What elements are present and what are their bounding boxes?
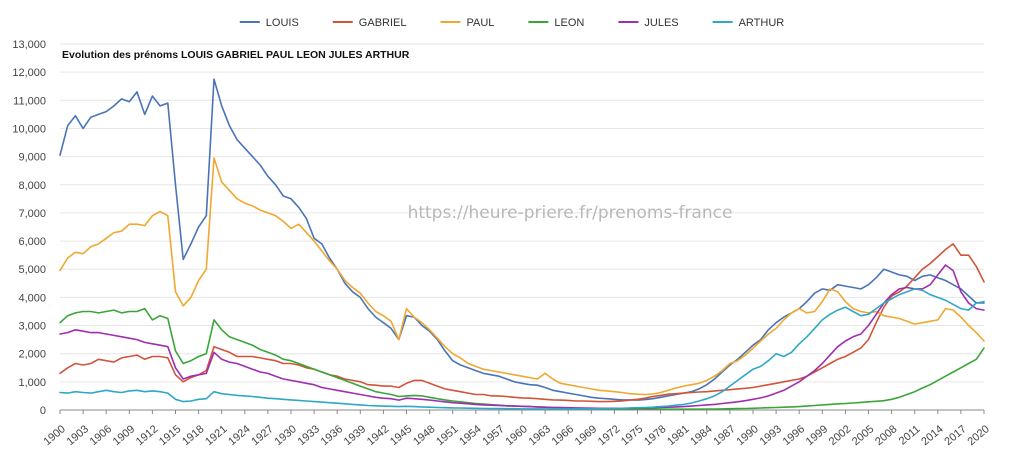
y-tick-label: 5,000 bbox=[18, 264, 46, 276]
legend: LOUIS GABRIEL PAUL LEON JULES ARTHUR bbox=[239, 17, 785, 29]
x-tick-label: 1906 bbox=[88, 423, 114, 448]
x-tick-label: 1978 bbox=[642, 423, 668, 448]
x-tick-label: 1996 bbox=[781, 423, 807, 448]
x-tick-label: 2011 bbox=[897, 423, 923, 447]
legend-item-paul[interactable]: PAUL bbox=[440, 17, 495, 29]
legend-item-jules[interactable]: JULES bbox=[618, 17, 679, 29]
x-tick-label: 1930 bbox=[272, 423, 298, 448]
x-tick-label: 1975 bbox=[619, 423, 645, 448]
chart-title: Evolution des prénoms LOUIS GABRIEL PAUL… bbox=[62, 49, 410, 61]
series-lines bbox=[59, 78, 985, 410]
x-tick-label: 1963 bbox=[527, 423, 553, 448]
x-tick-label: 2005 bbox=[850, 423, 876, 448]
grid bbox=[60, 43, 984, 411]
y-tick-label: 9,000 bbox=[18, 152, 46, 164]
legend-item-arthur[interactable]: ARTHUR bbox=[712, 17, 785, 29]
x-tick-label: 1969 bbox=[573, 423, 599, 448]
legend-label: JULES bbox=[644, 17, 678, 29]
x-axis: 1900190319061909191219151918192119241927… bbox=[41, 410, 992, 448]
legend-item-louis[interactable]: LOUIS bbox=[239, 17, 299, 29]
y-tick-label: 3,000 bbox=[18, 321, 46, 333]
x-tick-label: 1993 bbox=[758, 423, 784, 448]
x-tick-label: 1909 bbox=[111, 423, 137, 448]
x-tick-label: 1927 bbox=[249, 423, 275, 448]
legend-label: GABRIEL bbox=[359, 17, 407, 29]
x-tick-label: 2020 bbox=[965, 423, 991, 448]
y-tick-label: 10,000 bbox=[12, 123, 46, 135]
y-tick-label: 1,000 bbox=[18, 377, 46, 389]
x-tick-label: 1912 bbox=[134, 423, 160, 448]
x-tick-label: 2017 bbox=[942, 423, 968, 448]
y-tick-label: 11,000 bbox=[13, 95, 46, 107]
x-tick-label: 1921 bbox=[203, 423, 229, 448]
legend-label: LEON bbox=[554, 17, 584, 29]
x-tick-label: 1915 bbox=[157, 423, 183, 448]
x-tick-label: 1981 bbox=[665, 423, 691, 448]
x-tick-label: 1957 bbox=[480, 423, 506, 448]
x-tick-label: 1924 bbox=[226, 423, 252, 448]
x-tick-label: 1984 bbox=[688, 423, 714, 448]
series-line-arthur bbox=[59, 288, 985, 410]
y-tick-label: 2,000 bbox=[18, 349, 46, 361]
series-line-louis bbox=[59, 78, 985, 401]
x-tick-label: 1903 bbox=[65, 423, 91, 448]
y-tick-label: 7,000 bbox=[18, 208, 46, 220]
series-line-paul bbox=[59, 157, 985, 396]
y-tick-label: 4,000 bbox=[18, 292, 46, 304]
legend-label: ARTHUR bbox=[739, 17, 785, 29]
series-line-gabriel bbox=[59, 243, 985, 403]
watermark-text: https://heure-priere.fr/prenoms-france bbox=[408, 203, 733, 223]
x-tick-label: 1939 bbox=[342, 423, 368, 448]
x-tick-label: 1951 bbox=[434, 423, 460, 448]
x-tick-label: 2008 bbox=[873, 423, 899, 448]
x-tick-label: 1945 bbox=[388, 423, 414, 448]
x-tick-label: 1933 bbox=[296, 423, 322, 448]
y-tick-label: 0 bbox=[40, 405, 46, 417]
x-tick-label: 1954 bbox=[457, 423, 483, 448]
x-tick-label: 1918 bbox=[180, 423, 206, 448]
x-tick-label: 1936 bbox=[319, 423, 345, 448]
x-tick-label: 1966 bbox=[550, 423, 576, 448]
x-tick-label: 1900 bbox=[41, 423, 67, 448]
x-tick-label: 2002 bbox=[827, 423, 853, 448]
y-tick-label: 12,000 bbox=[12, 67, 46, 79]
x-tick-label: 1999 bbox=[804, 423, 830, 448]
series-line-leon bbox=[59, 307, 985, 410]
y-tick-label: 8,000 bbox=[18, 180, 46, 192]
x-tick-label: 1990 bbox=[734, 423, 760, 448]
y-tick-label: 6,000 bbox=[18, 236, 46, 248]
x-tick-label: 1972 bbox=[596, 423, 622, 448]
x-tick-label: 1942 bbox=[365, 423, 391, 448]
legend-item-leon[interactable]: LEON bbox=[528, 17, 584, 29]
legend-item-gabriel[interactable]: GABRIEL bbox=[332, 17, 407, 29]
series-line-jules bbox=[59, 264, 985, 410]
legend-label: LOUIS bbox=[266, 17, 299, 29]
legend-label: PAUL bbox=[467, 17, 495, 29]
x-tick-label: 1948 bbox=[411, 423, 437, 448]
x-tick-label: 1960 bbox=[503, 423, 529, 448]
x-tick-label: 2014 bbox=[919, 423, 945, 448]
x-tick-label: 1987 bbox=[711, 423, 737, 448]
y-tick-label: 13,000 bbox=[12, 39, 46, 51]
y-axis: 0 1,000 2,000 3,000 4,000 5,000 6,000 7,000 8,00… bbox=[12, 39, 46, 417]
